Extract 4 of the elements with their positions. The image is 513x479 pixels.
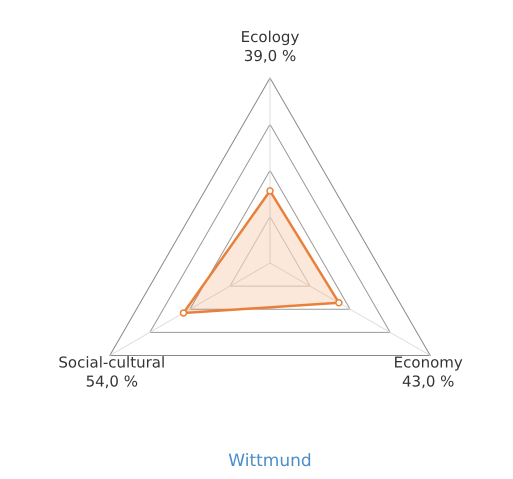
text: Wittmund bbox=[228, 451, 312, 471]
spoke-label: Social-cultural 54,0 % bbox=[58, 354, 166, 390]
spoke-label: Ecology 39,0 % bbox=[240, 28, 300, 65]
spoke-label: Economy 43,0 % bbox=[394, 354, 463, 390]
